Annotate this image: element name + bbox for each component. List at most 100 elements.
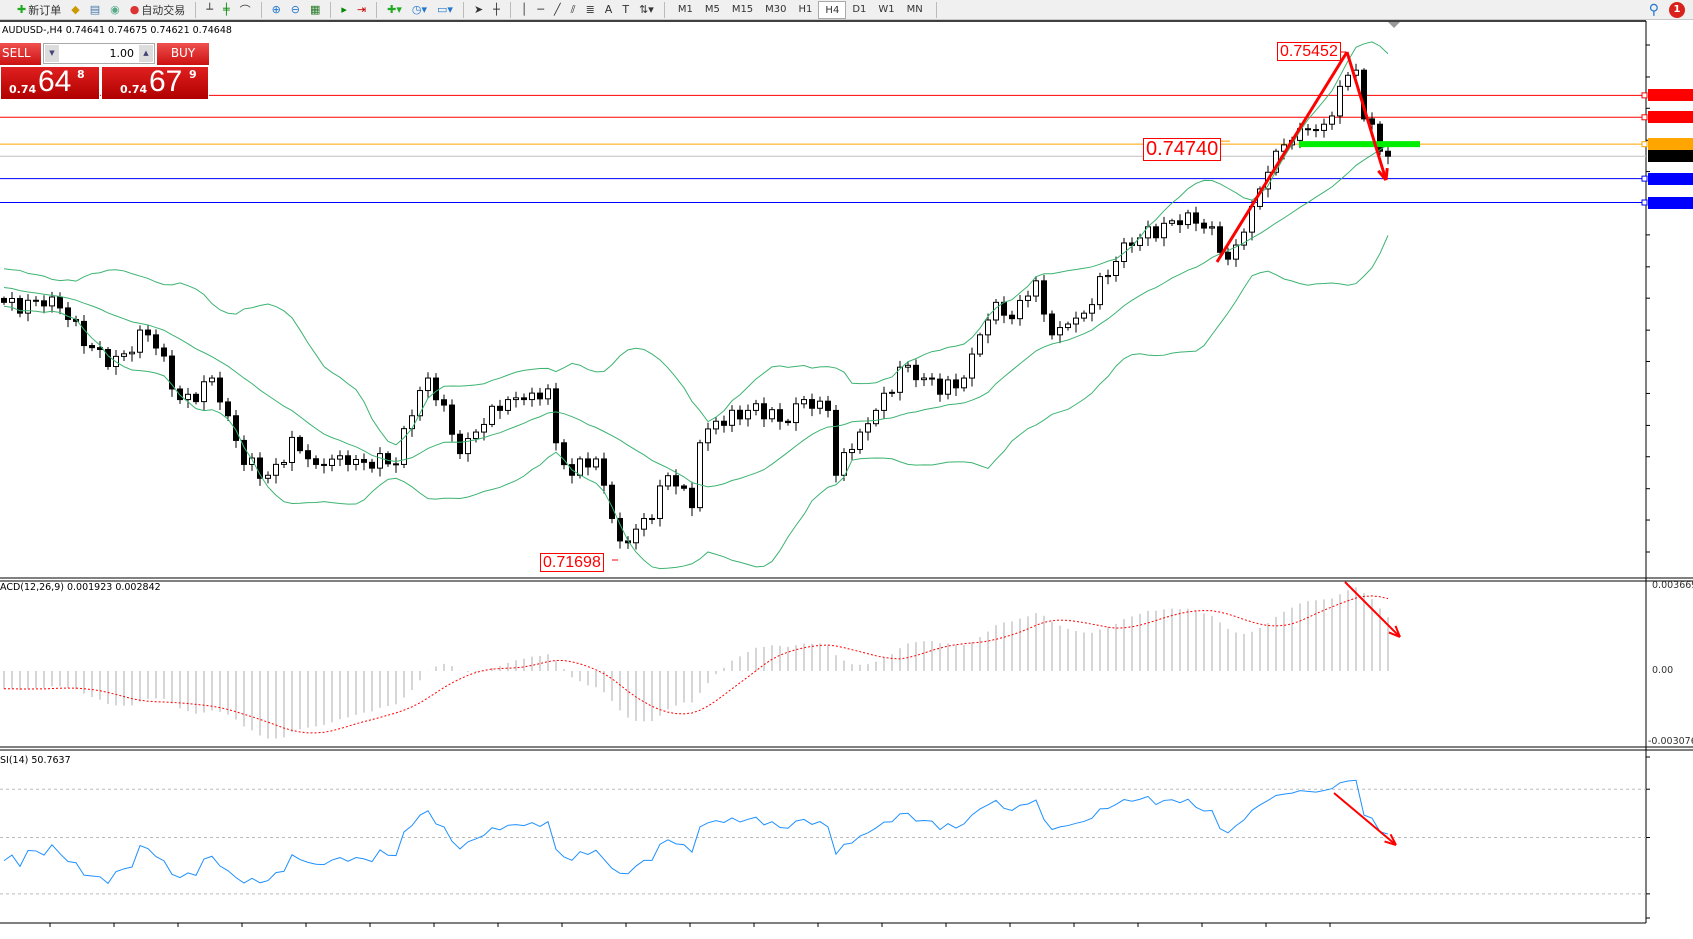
buy-price-box[interactable]: 0.74 67 9 — [101, 65, 209, 100]
increase-lot-icon[interactable]: ▲ — [139, 45, 153, 62]
bear-candle — [497, 405, 503, 411]
timeframe-d1[interactable]: D1 — [852, 3, 867, 15]
bear-candle — [1001, 301, 1007, 316]
level-handle — [1641, 141, 1648, 148]
auto-scroll-button[interactable]: ▸ — [338, 1, 350, 19]
search-icon[interactable]: ⚲ — [1648, 2, 1659, 18]
bear-candle — [953, 379, 959, 389]
data-window-button[interactable]: ▤ — [87, 1, 103, 19]
timeframe-h4[interactable]: H4 — [818, 0, 847, 19]
bull-candle — [753, 403, 759, 411]
bull-candle — [1337, 85, 1343, 117]
new-order-button[interactable]: ✚ 新订单 — [17, 3, 62, 17]
bear-candle — [17, 297, 23, 314]
buy-price-prefix: 0.74 — [120, 83, 148, 96]
bollinger-lower-band — [3, 235, 1389, 570]
bull-candle — [793, 403, 799, 424]
text-button[interactable]: A — [602, 1, 616, 19]
bull-candle — [209, 377, 215, 383]
bear-candle — [1305, 128, 1311, 131]
rsi-label: SI(14) 50.7637 — [0, 755, 71, 766]
bear-candle — [33, 299, 39, 302]
bull-candle — [137, 329, 143, 353]
trendline-button[interactable]: ╱ — [551, 1, 564, 19]
bull-candle — [961, 377, 967, 389]
bear-candle — [737, 409, 743, 420]
buy-button[interactable]: BUY — [157, 43, 209, 65]
bull-candle — [265, 474, 271, 479]
bull-candle — [49, 296, 55, 307]
notification-badge[interactable]: 1 — [1669, 2, 1685, 18]
bull-candle — [577, 458, 583, 476]
sell-button[interactable]: SELL — [0, 43, 41, 65]
toolbar-divider — [509, 1, 511, 18]
bear-candle — [145, 329, 151, 336]
channel-icon: ⫽ — [570, 2, 576, 16]
timeframe-h1[interactable]: H1 — [798, 3, 813, 15]
zoom-out-icon: ⊖ — [290, 3, 300, 16]
bull-candle — [657, 485, 663, 519]
text-label-button[interactable]: T — [619, 1, 632, 19]
fibonacci-button[interactable]: ≣ — [583, 1, 598, 19]
auto-trading-button[interactable]: ● 自动交易 — [129, 3, 186, 17]
signals-button[interactable]: ◉ — [107, 1, 123, 19]
bear-candle — [369, 461, 375, 469]
line-chart-button[interactable]: ⌒ — [237, 1, 254, 19]
bear-candle — [441, 399, 447, 406]
bull-candle — [857, 431, 863, 450]
bull-candle — [993, 301, 999, 321]
chart-shift-marker — [1388, 22, 1400, 28]
toolbar-right: ⚲ 1 — [1649, 0, 1685, 20]
timeframe-m30[interactable]: M30 — [765, 3, 787, 15]
chart-shift-button[interactable]: ⇥ — [354, 1, 369, 19]
tile-windows-button[interactable]: ▦ — [307, 1, 323, 19]
rsi-line — [3, 779, 1389, 885]
template-icon: ▭▾ — [437, 3, 453, 16]
timeframe-m5[interactable]: M5 — [704, 3, 720, 15]
arrows-button[interactable]: ⇅▾ — [636, 1, 657, 19]
bear-candle — [689, 487, 695, 509]
toolbar-divider — [260, 1, 262, 18]
vertical-line-icon: │ — [520, 3, 528, 16]
lot-size-stepper[interactable]: ▼ 1.00 ▲ — [43, 43, 155, 64]
toolbar-divider — [663, 1, 665, 18]
bull-candle — [1025, 295, 1031, 301]
tile-icon: ▦ — [310, 3, 321, 16]
bull-candle — [25, 299, 31, 314]
candlestick-button[interactable]: ╪ — [220, 1, 233, 19]
timeframe-m15[interactable]: M15 — [731, 3, 754, 15]
bear-candle — [305, 450, 311, 460]
bull-candle — [865, 423, 871, 433]
timeframe-mn[interactable]: MN — [906, 3, 923, 15]
bear-candle — [1217, 226, 1223, 253]
crosshair-button[interactable]: ┼ — [490, 1, 503, 19]
templates-button[interactable]: ▭▾ — [434, 1, 456, 19]
market-watch-button[interactable]: ◆ — [68, 1, 82, 19]
bear-candle — [57, 296, 63, 309]
bull-candle — [1321, 123, 1327, 131]
timeframe-list: M1 M5 M15 M30 H1 H4 D1 W1 MN — [672, 0, 929, 19]
bear-candle — [609, 484, 615, 519]
bear-candle — [1225, 251, 1231, 260]
bear-candle — [785, 420, 791, 424]
periods-button[interactable]: ◷▾ — [409, 1, 430, 19]
line-chart-icon: ⌒ — [239, 3, 251, 17]
lot-size-input[interactable]: 1.00 — [109, 47, 135, 60]
bear-candle — [385, 453, 391, 465]
timeframe-m1[interactable]: M1 — [677, 3, 693, 15]
decrease-lot-icon[interactable]: ▼ — [45, 45, 59, 62]
timeframe-w1[interactable]: W1 — [878, 3, 895, 15]
indicators-button[interactable]: ✚▾ — [384, 1, 405, 19]
horizontal-line-button[interactable]: ─ — [534, 1, 547, 19]
channel-button[interactable]: ⫽ — [568, 1, 579, 19]
sell-price-box[interactable]: 0.74 64 8 — [0, 65, 100, 100]
zoom-out-button[interactable]: ⊖ — [288, 1, 303, 19]
vertical-line-button[interactable]: │ — [518, 1, 531, 19]
zoom-in-button[interactable]: ⊕ — [269, 1, 284, 19]
bull-candle — [9, 297, 15, 303]
bar-chart-button[interactable]: ┴ — [203, 1, 216, 19]
indicators-icon: ✚▾ — [387, 3, 402, 16]
bear-candle — [89, 345, 95, 349]
cursor-button[interactable]: ➤ — [471, 1, 486, 19]
